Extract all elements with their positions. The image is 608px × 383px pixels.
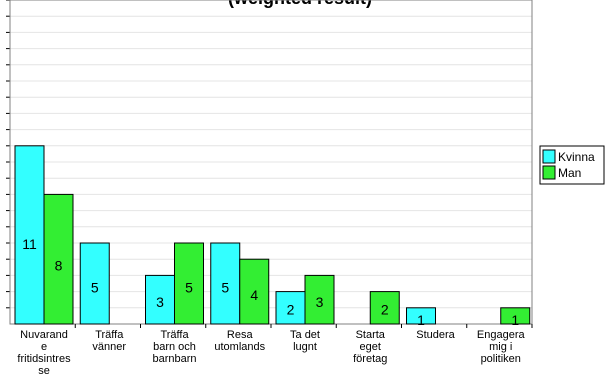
chart-title: (weighted result) — [228, 0, 372, 8]
legend-swatch — [542, 165, 556, 180]
x-axis-labels: Nuvarand e fritidsintres se Träffa vänner Träf… — [17, 324, 533, 377]
bar-man — [304, 274, 335, 325]
bar-man — [239, 258, 270, 325]
category-label: Träffa barn och barnbarn — [152, 329, 196, 365]
category-label: Nuvarand e fritidsintres se — [17, 329, 71, 377]
bar-value-label: 5 — [185, 280, 193, 296]
legend-label: Man — [558, 166, 581, 180]
category-label: Studera — [416, 329, 455, 341]
bar-kvinna — [14, 145, 45, 325]
bar-value-label: 5 — [221, 280, 229, 296]
bar-value-label: 4 — [250, 287, 258, 303]
bar-value-label: 3 — [316, 294, 324, 310]
legend-swatch — [542, 149, 556, 164]
category-label: Resa utomlands — [214, 329, 265, 353]
category-label: Träffa vänner — [92, 329, 126, 353]
category-label: Engagera mig i politiken — [477, 329, 526, 365]
bar-kvinna — [406, 307, 436, 325]
bar-value-label: 5 — [91, 280, 99, 296]
bar-kvinna — [210, 242, 241, 325]
bar-value-label: 2 — [287, 301, 295, 317]
bar-kvinna — [79, 242, 110, 325]
category-label: Starta eget företag — [353, 329, 387, 365]
legend-label: Kvinna — [558, 150, 595, 164]
legend: Kvinna Man — [539, 145, 605, 185]
bar-value-label: 8 — [55, 258, 63, 274]
bar-value-label: 2 — [381, 301, 389, 317]
bars: 11 5 3 5 2 1 8 5 4 3 2 1 — [14, 145, 531, 328]
bar-man — [43, 193, 74, 325]
bar-value-label: 11 — [22, 236, 37, 252]
bar-kvinna — [275, 291, 306, 325]
bar-man — [369, 291, 400, 325]
bar-value-label: 1 — [511, 312, 519, 328]
bar-man — [174, 242, 204, 325]
bar-man — [500, 307, 531, 325]
category-label: Ta det lugnt — [290, 329, 320, 353]
bar-value-label: 1 — [417, 312, 425, 328]
bar-value-label: 3 — [156, 294, 164, 310]
